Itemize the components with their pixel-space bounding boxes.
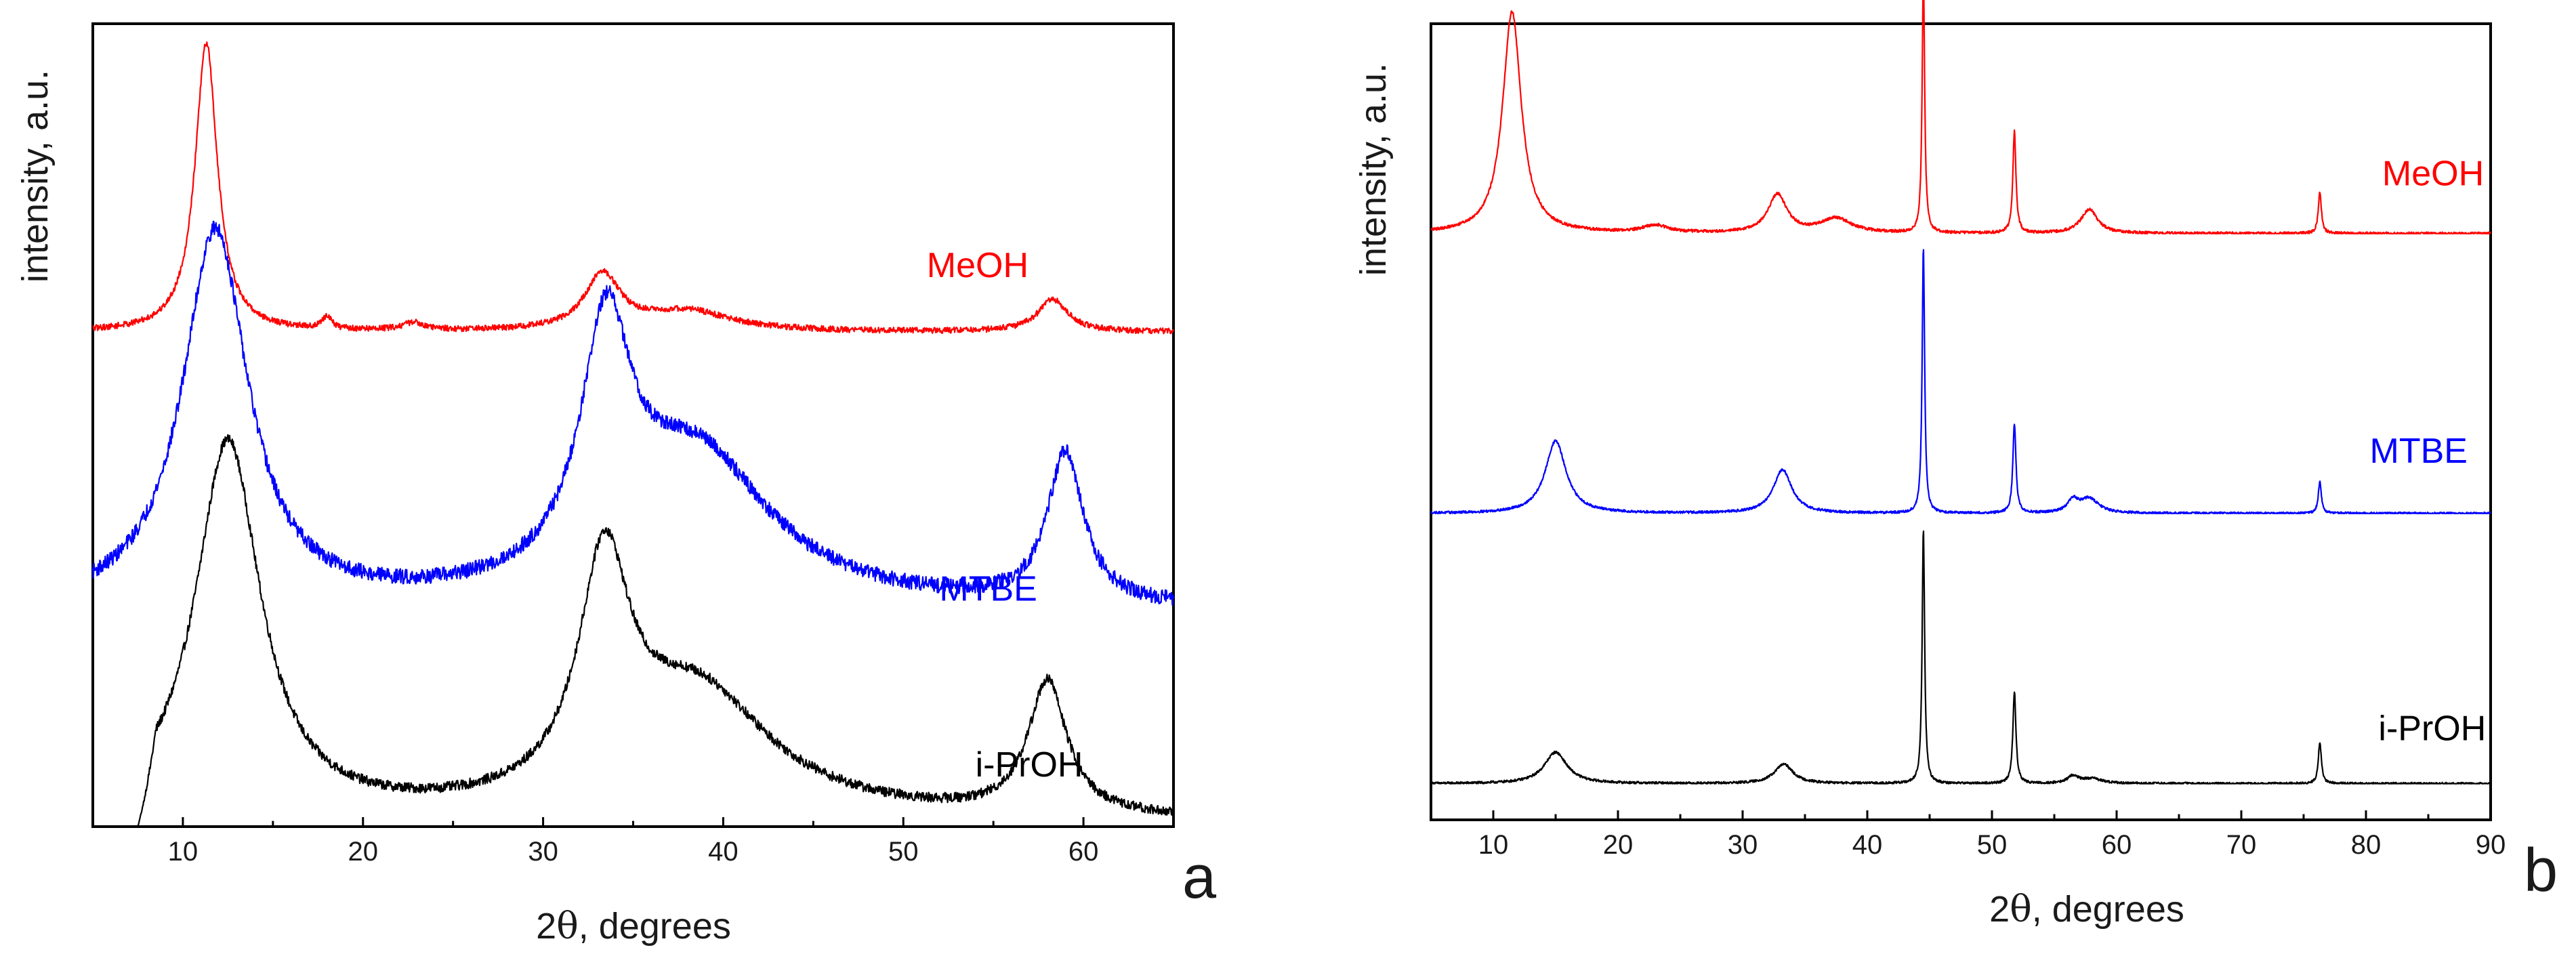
series-line-i-proh xyxy=(1430,530,2491,785)
panel-letter-b: b xyxy=(2524,837,2558,905)
series-label-i-proh: i-PrOH xyxy=(2378,709,2486,749)
series-label-i-proh: i-PrOH xyxy=(976,745,1083,785)
series-labels-a: i-PrOH MTBE MeOH xyxy=(927,246,1083,785)
x-axis-label-a: 2θ, degrees xyxy=(536,905,731,947)
series-label-meoh: MeOH xyxy=(2382,154,2484,194)
series-label-meoh: MeOH xyxy=(927,246,1029,285)
x-ticks-a: 10 20 30 40 50 60 xyxy=(91,817,1175,867)
plot-frame-b xyxy=(1430,22,2492,821)
x-tick-label: 70 xyxy=(2226,830,2257,860)
x-ticks-b: 10 20 30 40 50 60 70 80 90 xyxy=(1430,810,2506,860)
chart-panel-b: 10 20 30 40 50 60 70 80 90 i-PrOH MTBE MeOH intens… xyxy=(1353,0,2558,930)
x-tick-label: 50 xyxy=(888,837,919,867)
series-line-meoh xyxy=(92,41,1174,335)
x-tick-label: 80 xyxy=(2351,830,2382,860)
y-axis-label-b: intensity, a.u. xyxy=(1353,63,1394,276)
x-tick-label: 40 xyxy=(1852,830,1883,860)
x-tick-label: 10 xyxy=(168,837,199,867)
x-tick-label: 30 xyxy=(1728,830,1758,860)
series-label-mtbe: MTBE xyxy=(939,570,1037,609)
x-tick-label: 90 xyxy=(2476,830,2506,860)
x-tick-label: 60 xyxy=(1068,837,1099,867)
x-tick-label: 10 xyxy=(1478,830,1509,860)
x-tick-label: 60 xyxy=(2102,830,2132,860)
series-line-meoh xyxy=(1430,0,2491,234)
series-line-mtbe xyxy=(1430,249,2491,514)
panel-letter-a: a xyxy=(1182,844,1217,911)
series-label-mtbe: MTBE xyxy=(2370,432,2468,471)
series-line-mtbe xyxy=(91,220,1175,606)
series-line-i-proh xyxy=(92,434,1175,828)
x-tick-label: 30 xyxy=(528,837,558,867)
x-tick-label: 20 xyxy=(1603,830,1634,860)
series-labels-b: i-PrOH MTBE MeOH xyxy=(2370,154,2487,749)
plot-frame-a xyxy=(91,22,1175,828)
series-lines-a xyxy=(91,41,1175,828)
y-axis-label-a: intensity, a.u. xyxy=(15,70,56,283)
x-tick-label: 50 xyxy=(1977,830,2008,860)
x-tick-label: 40 xyxy=(708,837,739,867)
x-axis-label-b: 2θ, degrees xyxy=(1989,888,2184,930)
x-tick-label: 20 xyxy=(348,837,379,867)
series-lines-b xyxy=(1430,0,2491,785)
chart-panel-a: 10 20 30 40 50 60 i-PrOH MTBE MeOH intensity, a… xyxy=(15,22,1217,947)
